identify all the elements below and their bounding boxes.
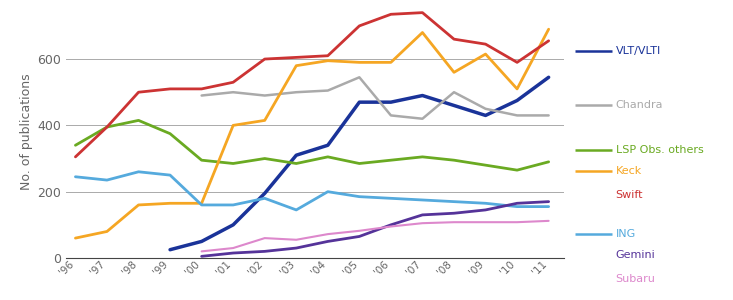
Text: ING: ING	[616, 229, 636, 239]
Text: Swift: Swift	[616, 190, 644, 200]
Text: Gemini: Gemini	[616, 250, 655, 260]
Text: VLT/VLTI: VLT/VLTI	[616, 46, 661, 56]
Text: Chandra: Chandra	[616, 100, 663, 110]
Y-axis label: No. of publications: No. of publications	[20, 74, 33, 190]
Text: Subaru: Subaru	[616, 274, 655, 284]
Text: LSP Obs. others: LSP Obs. others	[616, 145, 704, 155]
Text: Keck: Keck	[616, 166, 642, 176]
